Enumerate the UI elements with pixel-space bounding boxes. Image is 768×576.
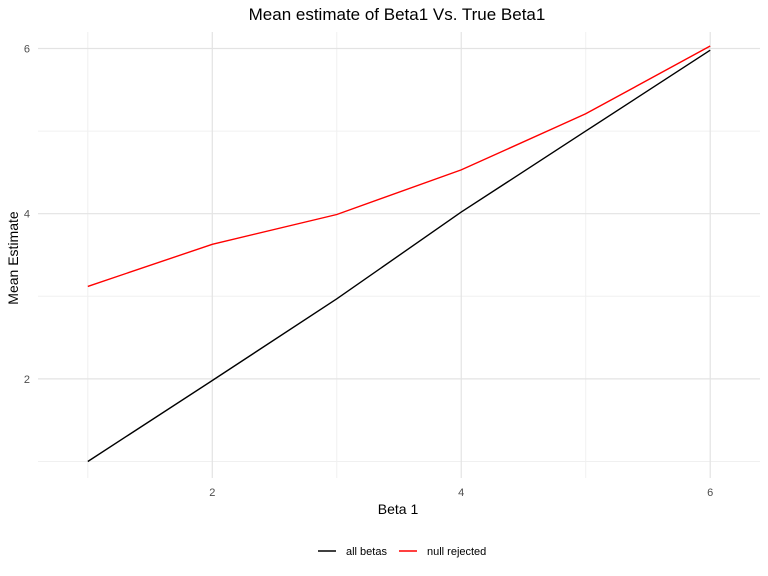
x-tick-label: 6 [707, 487, 713, 499]
gridlines [38, 32, 760, 478]
x-tick-label: 4 [458, 487, 464, 499]
chart-title: Mean estimate of Beta1 Vs. True Beta1 [249, 5, 546, 24]
series-lines [87, 45, 711, 463]
y-tick-label: 2 [24, 374, 30, 386]
series-line-2 [87, 45, 711, 288]
legend: all betas null rejected [318, 546, 486, 558]
tick-labels: 2 4 6 2 4 6 [24, 44, 713, 499]
y-tick-label: 4 [24, 209, 30, 221]
legend-label-1: all betas [346, 546, 387, 558]
x-axis-title: Beta 1 [378, 501, 419, 517]
legend-label-2: null rejected [427, 546, 486, 558]
x-tick-label: 2 [209, 487, 215, 499]
y-axis-title: Mean Estimate [5, 211, 21, 305]
y-tick-label: 6 [24, 44, 30, 56]
series-line-1 [87, 49, 711, 463]
